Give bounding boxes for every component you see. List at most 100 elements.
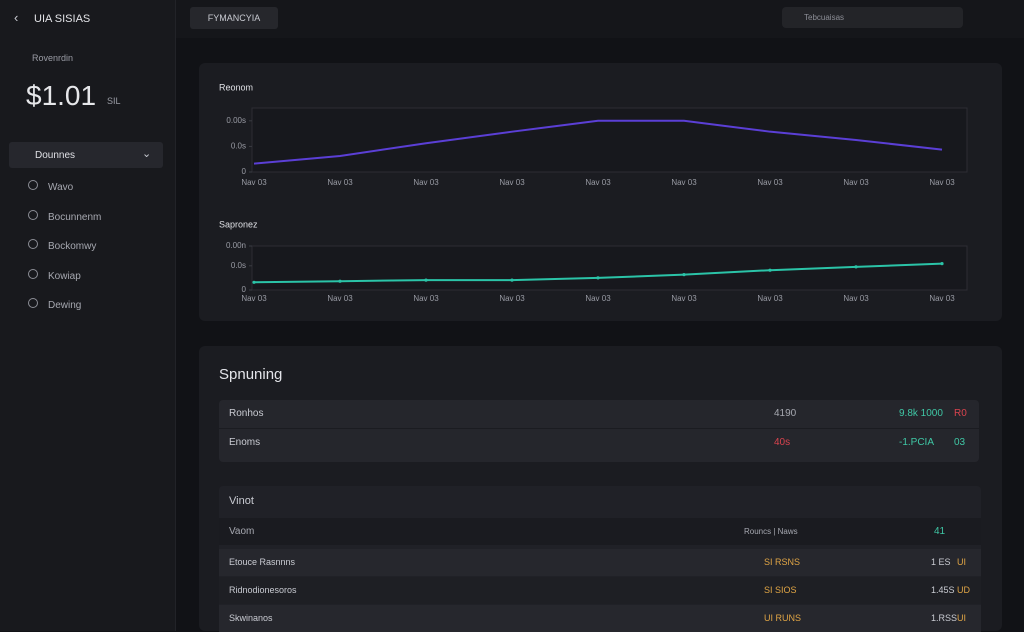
menu-label: Wavo: [48, 182, 74, 193]
point: [682, 273, 686, 277]
search-placeholder: Tebcuaisas: [804, 13, 845, 22]
point: [940, 262, 944, 266]
data-table: Vinot Vaom Rouncs | Naws 41 Etouce Rasnnns S…: [219, 486, 981, 632]
cell: Skwinanos: [229, 613, 273, 623]
cell: UI: [957, 557, 966, 567]
cell: 1.45S: [931, 585, 955, 595]
chart: Reonom 0 0.0s 0.00s Nav 03 Nav 03 Nav 03 Nav 03…: [219, 82, 968, 187]
table-row: Ridnodionesoros SI SIOS 1.45S UD: [219, 577, 981, 604]
x-tick-label: Nav 03: [585, 294, 611, 303]
x-tick-label: Nav 03: [757, 294, 783, 303]
header-cell: Rouncs | Naws: [744, 527, 798, 536]
x-tick-label: Nav 03: [499, 294, 525, 303]
x-tick-label: Nav 03: [671, 178, 697, 187]
y-tick-label: 0.00n: [226, 241, 246, 250]
point: [424, 278, 428, 282]
cell: UD: [957, 585, 970, 595]
cell: Enoms: [229, 437, 261, 448]
y-tick-label: 0: [242, 167, 247, 176]
x-tick-label: Nav 03: [585, 178, 611, 187]
cell: 9.8k 1000: [899, 408, 943, 419]
x-tick-label: Nav 03: [929, 178, 955, 187]
cell: -1.PCIA: [899, 437, 935, 448]
point: [338, 279, 342, 283]
point: [510, 278, 514, 282]
menu-item[interactable]: Bockomwy: [28, 239, 96, 252]
cell: 03: [954, 437, 966, 448]
header-cell: 41: [934, 526, 946, 537]
menu-icon: [28, 180, 38, 190]
cell: SI RSNS: [764, 557, 801, 567]
menu-item[interactable]: Kowiap: [28, 268, 81, 282]
menu-item[interactable]: Wavo: [28, 180, 73, 193]
x-tick-label: Nav 03: [241, 178, 267, 187]
x-tick-label: Nav 03: [413, 294, 439, 303]
cell: 40s: [774, 437, 791, 448]
section-header[interactable]: Dounnes ⌄: [9, 142, 163, 168]
cell: 4190: [774, 408, 797, 419]
back-button[interactable]: ‹: [14, 10, 19, 25]
section-label: Dounnes: [35, 150, 76, 161]
table-row: Etouce Rasnnns SI RSNS 1 ES UI: [219, 549, 981, 576]
x-tick-label: Nav 03: [671, 294, 697, 303]
x-tick-label: Nav 03: [413, 178, 439, 187]
menu-item[interactable]: Dewing: [28, 298, 81, 311]
x-tick-label: Nav 03: [757, 178, 783, 187]
chart: Sapronez 0 0.0s 0.00n Nav 03 Nav 03 Nav 03 Nav …: [219, 219, 968, 303]
y-tick-label: 0.00s: [226, 116, 246, 125]
top-bar: FYMANCYIA Tebcuaisas: [176, 0, 1024, 38]
y-tick-label: 0: [242, 285, 247, 294]
y-tick-label: 0.0s: [231, 261, 246, 270]
brand: UIA SISIAS: [34, 13, 91, 25]
cell: Etouce Rasnnns: [229, 557, 296, 567]
line: [253, 119, 943, 165]
table-row: Skwinanos UI RUNS 1.RSS UI: [219, 605, 981, 632]
x-tick-label: Nav 03: [499, 178, 525, 187]
menu-icon: [28, 268, 38, 279]
summary-row: Ronhos 4190 9.8k 1000 R0: [219, 400, 979, 427]
menu-item[interactable]: Bocunnenm: [28, 209, 102, 223]
x-tick-label: Nav 03: [241, 294, 267, 303]
header-cell: Vaom: [229, 526, 255, 537]
chart-title: Sapronez: [219, 219, 258, 229]
x-tick-label: Nav 03: [843, 294, 869, 303]
menu-icon: [28, 239, 38, 249]
sidebar: ‹ UIA SISIAS Rovenrdin $1.01 SIL Dounnes…: [0, 0, 176, 631]
point: [596, 276, 600, 280]
point: [252, 280, 256, 284]
x-tick-label: Nav 03: [929, 294, 955, 303]
summary-title: Spnuning: [219, 366, 283, 383]
point: [768, 268, 772, 272]
cell: Ronhos: [229, 408, 264, 419]
summary-card: Spnuning Ronhos 4190 9.8k 1000 R0 Enoms 40s -1…: [199, 346, 1002, 632]
chart-title: Reonom: [219, 82, 253, 92]
cell: UI RUNS: [764, 613, 802, 623]
y-tick-label: 0.0s: [231, 142, 246, 151]
menu-icon: [28, 298, 38, 308]
plot-frame: [251, 245, 968, 291]
cell: Ridnodionesoros: [229, 585, 297, 595]
menu-label: Kowiap: [48, 270, 81, 282]
balance: $1.01: [26, 80, 97, 111]
cell: UI: [957, 613, 966, 623]
table-title: Vinot: [229, 495, 254, 507]
x-tick-label: Nav 03: [327, 178, 353, 187]
menu-icon: [28, 209, 38, 220]
menu-label: Bockomwy: [48, 241, 97, 252]
point: [854, 265, 858, 269]
account-label: Rovenrdin: [32, 53, 74, 63]
x-tick-label: Nav 03: [843, 178, 869, 187]
summary-table: Ronhos 4190 9.8k 1000 R0 Enoms 40s -1.PCIA 03: [219, 400, 979, 462]
x-tick-label: Nav 03: [327, 294, 353, 303]
cell: R0: [954, 408, 967, 419]
menu-label: Dewing: [48, 300, 82, 311]
search-box[interactable]: Tebcuaisas: [782, 7, 963, 28]
balance-unit: SIL: [107, 96, 121, 106]
menu-label: Bocunnenm: [48, 211, 102, 223]
chevron: ⌄: [142, 148, 152, 160]
cell: 1.RSS: [931, 613, 958, 623]
cell: SI SIOS: [764, 585, 797, 595]
header-row: Vaom Rouncs | Naws 41: [219, 518, 981, 545]
tab[interactable]: FYMANCYIA: [190, 7, 278, 29]
